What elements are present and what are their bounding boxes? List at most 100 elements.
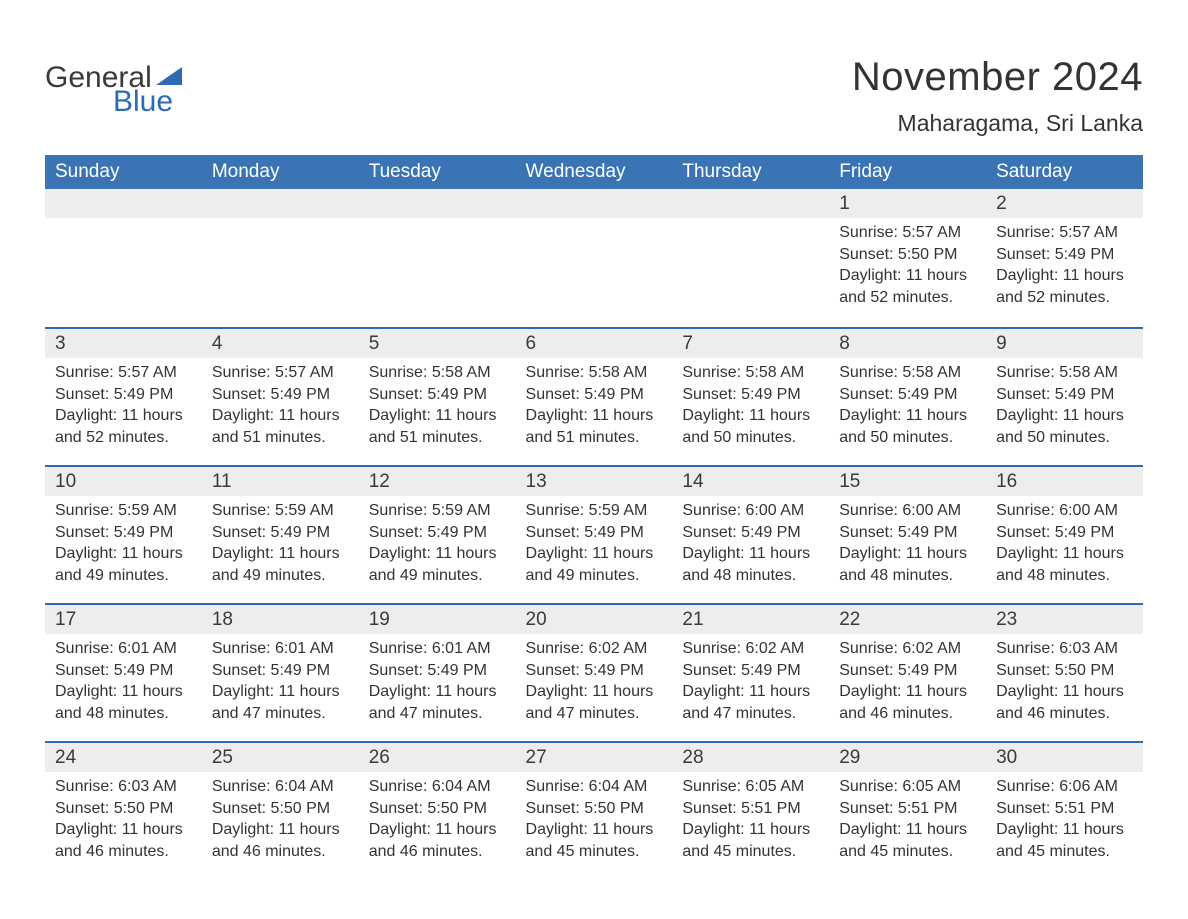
day-number bbox=[45, 189, 202, 218]
sunset-line: Sunset: 5:49 PM bbox=[212, 660, 349, 682]
calendar-cell: 25Sunrise: 6:04 AMSunset: 5:50 PMDayligh… bbox=[202, 741, 359, 879]
day-number: 30 bbox=[986, 741, 1143, 772]
day-number: 15 bbox=[829, 465, 986, 496]
sunrise-line: Sunrise: 6:00 AM bbox=[839, 500, 976, 522]
daylight-line: Daylight: 11 hours and 47 minutes. bbox=[369, 681, 506, 724]
calendar-cell: 11Sunrise: 5:59 AMSunset: 5:49 PMDayligh… bbox=[202, 465, 359, 603]
day-details: Sunrise: 5:59 AMSunset: 5:49 PMDaylight:… bbox=[202, 496, 359, 590]
day-details: Sunrise: 5:58 AMSunset: 5:49 PMDaylight:… bbox=[516, 358, 673, 452]
sunset-line: Sunset: 5:49 PM bbox=[526, 522, 663, 544]
daylight-line: Daylight: 11 hours and 47 minutes. bbox=[526, 681, 663, 724]
day-header: Monday bbox=[202, 155, 359, 189]
sunset-line: Sunset: 5:51 PM bbox=[996, 798, 1133, 820]
calendar-body: 1Sunrise: 5:57 AMSunset: 5:50 PMDaylight… bbox=[45, 189, 1143, 879]
day-details: Sunrise: 5:57 AMSunset: 5:49 PMDaylight:… bbox=[986, 218, 1143, 312]
daylight-line: Daylight: 11 hours and 47 minutes. bbox=[212, 681, 349, 724]
daylight-line: Daylight: 11 hours and 45 minutes. bbox=[526, 819, 663, 862]
day-number: 10 bbox=[45, 465, 202, 496]
sunset-line: Sunset: 5:49 PM bbox=[996, 244, 1133, 266]
triangle-icon bbox=[156, 67, 182, 87]
sunrise-line: Sunrise: 6:02 AM bbox=[682, 638, 819, 660]
sunrise-line: Sunrise: 6:01 AM bbox=[212, 638, 349, 660]
sunset-line: Sunset: 5:50 PM bbox=[55, 798, 192, 820]
calendar-cell: 5Sunrise: 5:58 AMSunset: 5:49 PMDaylight… bbox=[359, 327, 516, 465]
sunrise-line: Sunrise: 6:04 AM bbox=[369, 776, 506, 798]
day-details: Sunrise: 5:57 AMSunset: 5:49 PMDaylight:… bbox=[45, 358, 202, 452]
calendar-cell bbox=[672, 189, 829, 327]
title-block: November 2024 Maharagama, Sri Lanka bbox=[852, 55, 1143, 137]
sunset-line: Sunset: 5:49 PM bbox=[55, 660, 192, 682]
daylight-line: Daylight: 11 hours and 46 minutes. bbox=[839, 681, 976, 724]
day-details: Sunrise: 6:01 AMSunset: 5:49 PMDaylight:… bbox=[359, 634, 516, 728]
calendar-cell: 12Sunrise: 5:59 AMSunset: 5:49 PMDayligh… bbox=[359, 465, 516, 603]
sunrise-line: Sunrise: 5:58 AM bbox=[839, 362, 976, 384]
daylight-line: Daylight: 11 hours and 45 minutes. bbox=[682, 819, 819, 862]
day-details: Sunrise: 5:57 AMSunset: 5:50 PMDaylight:… bbox=[829, 218, 986, 312]
calendar-cell: 4Sunrise: 5:57 AMSunset: 5:49 PMDaylight… bbox=[202, 327, 359, 465]
calendar-table: SundayMondayTuesdayWednesdayThursdayFrid… bbox=[45, 155, 1143, 879]
calendar-cell: 1Sunrise: 5:57 AMSunset: 5:50 PMDaylight… bbox=[829, 189, 986, 327]
day-header: Friday bbox=[829, 155, 986, 189]
sunrise-line: Sunrise: 5:58 AM bbox=[369, 362, 506, 384]
calendar-cell: 9Sunrise: 5:58 AMSunset: 5:49 PMDaylight… bbox=[986, 327, 1143, 465]
daylight-line: Daylight: 11 hours and 48 minutes. bbox=[682, 543, 819, 586]
calendar-cell: 28Sunrise: 6:05 AMSunset: 5:51 PMDayligh… bbox=[672, 741, 829, 879]
day-number: 2 bbox=[986, 189, 1143, 218]
sunrise-line: Sunrise: 5:57 AM bbox=[996, 222, 1133, 244]
day-number: 22 bbox=[829, 603, 986, 634]
sunrise-line: Sunrise: 5:59 AM bbox=[55, 500, 192, 522]
day-header: Wednesday bbox=[516, 155, 673, 189]
sunrise-line: Sunrise: 6:05 AM bbox=[682, 776, 819, 798]
logo-text-blue: Blue bbox=[113, 85, 173, 119]
sunset-line: Sunset: 5:49 PM bbox=[369, 660, 506, 682]
day-details: Sunrise: 5:57 AMSunset: 5:49 PMDaylight:… bbox=[202, 358, 359, 452]
daylight-line: Daylight: 11 hours and 48 minutes. bbox=[55, 681, 192, 724]
day-header: Tuesday bbox=[359, 155, 516, 189]
day-number: 5 bbox=[359, 327, 516, 358]
daylight-line: Daylight: 11 hours and 51 minutes. bbox=[369, 405, 506, 448]
sunrise-line: Sunrise: 6:03 AM bbox=[55, 776, 192, 798]
day-details: Sunrise: 5:58 AMSunset: 5:49 PMDaylight:… bbox=[986, 358, 1143, 452]
day-number: 21 bbox=[672, 603, 829, 634]
daylight-line: Daylight: 11 hours and 50 minutes. bbox=[839, 405, 976, 448]
daylight-line: Daylight: 11 hours and 51 minutes. bbox=[212, 405, 349, 448]
sunrise-line: Sunrise: 5:57 AM bbox=[212, 362, 349, 384]
sunrise-line: Sunrise: 6:04 AM bbox=[212, 776, 349, 798]
day-number: 4 bbox=[202, 327, 359, 358]
logo: General Blue bbox=[45, 55, 182, 119]
calendar-cell bbox=[45, 189, 202, 327]
day-header: Saturday bbox=[986, 155, 1143, 189]
day-details: Sunrise: 5:58 AMSunset: 5:49 PMDaylight:… bbox=[359, 358, 516, 452]
sunset-line: Sunset: 5:49 PM bbox=[55, 384, 192, 406]
calendar-head: SundayMondayTuesdayWednesdayThursdayFrid… bbox=[45, 155, 1143, 189]
day-number bbox=[516, 189, 673, 218]
day-details: Sunrise: 6:03 AMSunset: 5:50 PMDaylight:… bbox=[986, 634, 1143, 728]
calendar-cell: 18Sunrise: 6:01 AMSunset: 5:49 PMDayligh… bbox=[202, 603, 359, 741]
sunrise-line: Sunrise: 5:59 AM bbox=[526, 500, 663, 522]
day-number: 3 bbox=[45, 327, 202, 358]
sunrise-line: Sunrise: 6:01 AM bbox=[369, 638, 506, 660]
daylight-line: Daylight: 11 hours and 49 minutes. bbox=[369, 543, 506, 586]
sunset-line: Sunset: 5:50 PM bbox=[526, 798, 663, 820]
daylight-line: Daylight: 11 hours and 50 minutes. bbox=[996, 405, 1133, 448]
daylight-line: Daylight: 11 hours and 48 minutes. bbox=[839, 543, 976, 586]
day-details: Sunrise: 6:05 AMSunset: 5:51 PMDaylight:… bbox=[672, 772, 829, 866]
sunrise-line: Sunrise: 5:58 AM bbox=[682, 362, 819, 384]
sunset-line: Sunset: 5:49 PM bbox=[212, 522, 349, 544]
sunset-line: Sunset: 5:50 PM bbox=[996, 660, 1133, 682]
calendar-cell: 14Sunrise: 6:00 AMSunset: 5:49 PMDayligh… bbox=[672, 465, 829, 603]
day-details: Sunrise: 6:05 AMSunset: 5:51 PMDaylight:… bbox=[829, 772, 986, 866]
day-number bbox=[359, 189, 516, 218]
calendar-cell: 17Sunrise: 6:01 AMSunset: 5:49 PMDayligh… bbox=[45, 603, 202, 741]
day-number: 20 bbox=[516, 603, 673, 634]
day-number: 11 bbox=[202, 465, 359, 496]
sunrise-line: Sunrise: 5:58 AM bbox=[996, 362, 1133, 384]
calendar-cell: 30Sunrise: 6:06 AMSunset: 5:51 PMDayligh… bbox=[986, 741, 1143, 879]
daylight-line: Daylight: 11 hours and 47 minutes. bbox=[682, 681, 819, 724]
sunset-line: Sunset: 5:49 PM bbox=[996, 384, 1133, 406]
daylight-line: Daylight: 11 hours and 52 minutes. bbox=[996, 265, 1133, 308]
day-details: Sunrise: 5:59 AMSunset: 5:49 PMDaylight:… bbox=[516, 496, 673, 590]
day-number: 24 bbox=[45, 741, 202, 772]
sunset-line: Sunset: 5:50 PM bbox=[212, 798, 349, 820]
sunset-line: Sunset: 5:49 PM bbox=[369, 522, 506, 544]
